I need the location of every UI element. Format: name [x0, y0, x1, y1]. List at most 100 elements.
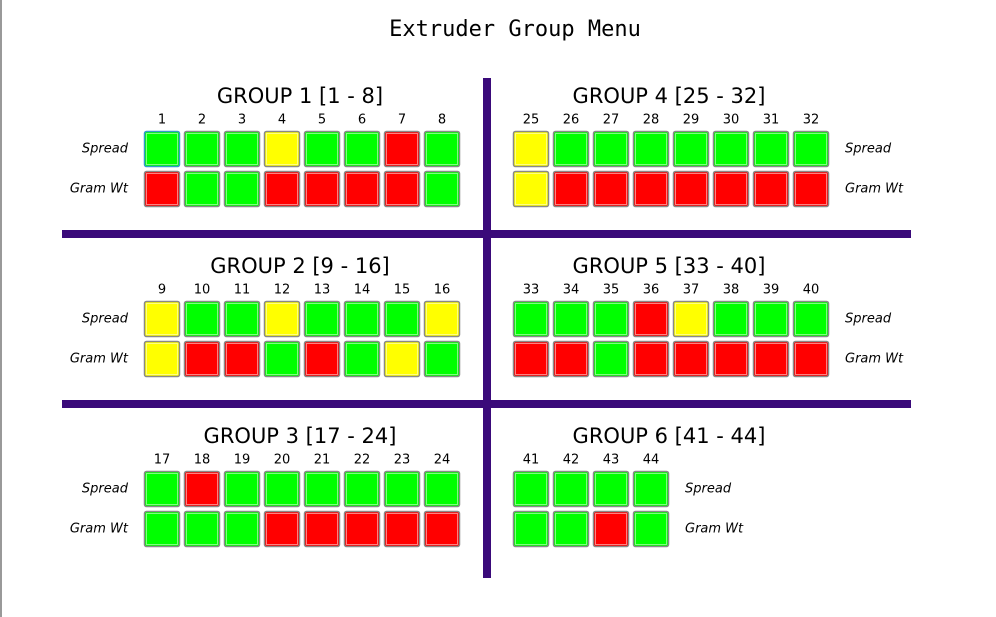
status-cell[interactable]	[143, 470, 181, 508]
status-cell[interactable]	[263, 470, 301, 508]
status-cell[interactable]	[383, 130, 421, 168]
status-cell[interactable]	[383, 510, 421, 548]
status-cell[interactable]	[383, 470, 421, 508]
status-cell[interactable]	[383, 170, 421, 208]
extruder-number: 24	[434, 453, 451, 468]
status-cell[interactable]	[792, 300, 830, 338]
status-cell[interactable]	[343, 170, 381, 208]
status-cell[interactable]	[512, 130, 550, 168]
status-cell[interactable]	[183, 340, 221, 378]
status-cell[interactable]	[423, 470, 461, 508]
status-cell[interactable]	[223, 510, 261, 548]
status-cell[interactable]	[512, 510, 550, 548]
status-cell[interactable]	[752, 340, 790, 378]
status-cell[interactable]	[303, 510, 341, 548]
extruder-number: 4	[278, 113, 286, 128]
status-cell[interactable]	[672, 300, 710, 338]
status-cell[interactable]	[552, 170, 590, 208]
status-cell[interactable]	[143, 510, 181, 548]
status-cell[interactable]	[343, 470, 381, 508]
status-cell[interactable]	[303, 130, 341, 168]
status-cell[interactable]	[632, 340, 670, 378]
status-cell[interactable]	[512, 470, 550, 508]
status-cell[interactable]	[672, 170, 710, 208]
status-cell[interactable]	[423, 510, 461, 548]
status-cell[interactable]	[183, 470, 221, 508]
status-cell[interactable]	[143, 300, 181, 338]
status-cell[interactable]	[792, 130, 830, 168]
status-cell[interactable]	[512, 340, 550, 378]
status-cell[interactable]	[672, 130, 710, 168]
status-cell[interactable]	[632, 300, 670, 338]
status-cell[interactable]	[343, 130, 381, 168]
status-cell[interactable]	[552, 470, 590, 508]
divider	[62, 230, 911, 238]
status-cell[interactable]	[383, 340, 421, 378]
cell-bevel	[146, 303, 178, 335]
status-cell[interactable]	[383, 300, 421, 338]
status-cell[interactable]	[592, 340, 630, 378]
extruder-number: 1	[158, 113, 166, 128]
status-cell[interactable]	[632, 470, 670, 508]
status-cell[interactable]	[592, 300, 630, 338]
status-cell[interactable]	[183, 300, 221, 338]
status-cell[interactable]	[712, 170, 750, 208]
status-cell[interactable]	[423, 130, 461, 168]
status-cell[interactable]	[552, 300, 590, 338]
status-cell[interactable]	[752, 170, 790, 208]
status-cell[interactable]	[303, 300, 341, 338]
status-cell[interactable]	[752, 130, 790, 168]
status-cell[interactable]	[512, 300, 550, 338]
status-cell[interactable]	[552, 340, 590, 378]
status-cell[interactable]	[632, 130, 670, 168]
status-cell[interactable]	[263, 340, 301, 378]
status-cell[interactable]	[592, 130, 630, 168]
status-cell[interactable]	[183, 170, 221, 208]
status-cell[interactable]	[263, 510, 301, 548]
status-cell[interactable]	[712, 340, 750, 378]
status-cell[interactable]	[183, 130, 221, 168]
extruder-number: 34	[563, 283, 580, 298]
status-cell[interactable]	[223, 170, 261, 208]
status-cell[interactable]	[263, 300, 301, 338]
status-cell[interactable]	[512, 170, 550, 208]
extruder-number: 27	[603, 113, 620, 128]
status-cell[interactable]	[143, 340, 181, 378]
status-cell[interactable]	[223, 130, 261, 168]
status-cell[interactable]	[423, 170, 461, 208]
status-cell[interactable]	[592, 170, 630, 208]
status-cell[interactable]	[303, 470, 341, 508]
status-cell[interactable]	[752, 300, 790, 338]
status-cell[interactable]	[303, 340, 341, 378]
status-cell[interactable]	[263, 130, 301, 168]
cell-bevel	[675, 303, 707, 335]
status-cell[interactable]	[183, 510, 221, 548]
window-edge	[0, 0, 2, 617]
status-cell[interactable]	[143, 130, 181, 168]
status-cell[interactable]	[263, 170, 301, 208]
status-cell[interactable]	[592, 510, 630, 548]
status-cell[interactable]	[303, 170, 341, 208]
status-cell[interactable]	[423, 300, 461, 338]
status-cell[interactable]	[223, 300, 261, 338]
status-cell[interactable]	[712, 130, 750, 168]
status-cell[interactable]	[143, 170, 181, 208]
status-cell[interactable]	[792, 170, 830, 208]
status-cell[interactable]	[632, 510, 670, 548]
status-cell[interactable]	[343, 340, 381, 378]
status-cell[interactable]	[632, 170, 670, 208]
cell-bevel	[186, 513, 218, 545]
status-cell[interactable]	[552, 130, 590, 168]
status-cell[interactable]	[672, 340, 710, 378]
status-cell[interactable]	[712, 300, 750, 338]
status-cell[interactable]	[552, 510, 590, 548]
status-cell[interactable]	[223, 470, 261, 508]
cell-bevel	[555, 473, 587, 505]
status-cell[interactable]	[343, 510, 381, 548]
status-cell[interactable]	[592, 470, 630, 508]
status-cell[interactable]	[423, 340, 461, 378]
status-cell[interactable]	[223, 340, 261, 378]
extruder-number: 23	[394, 453, 411, 468]
status-cell[interactable]	[792, 340, 830, 378]
status-cell[interactable]	[343, 300, 381, 338]
